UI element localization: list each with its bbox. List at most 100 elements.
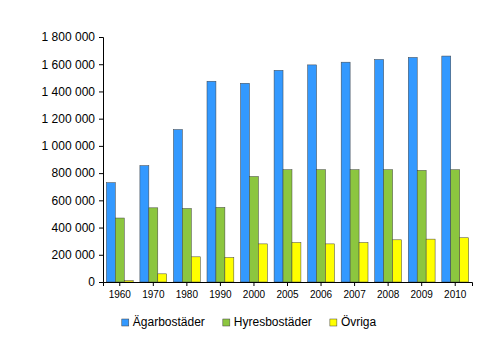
bar <box>207 81 216 282</box>
tick-mark <box>99 282 103 283</box>
tick: 1960 <box>109 282 132 300</box>
bar <box>182 209 191 283</box>
legend-swatch <box>330 319 337 326</box>
bar <box>375 59 384 282</box>
tick: 2000 <box>243 282 266 300</box>
bar <box>249 177 258 282</box>
bar <box>408 57 417 282</box>
tick: 1970 <box>142 282 165 300</box>
tick-label: 1 800 000 <box>42 30 96 44</box>
bar <box>124 281 133 282</box>
bar <box>384 170 393 282</box>
tick-mark <box>321 282 322 286</box>
tick-label: 1 400 000 <box>42 85 96 99</box>
tick: 600 000 <box>52 194 103 208</box>
tick-mark <box>287 282 288 286</box>
legend-swatch <box>223 319 230 326</box>
bar <box>393 240 402 282</box>
bar <box>426 239 435 282</box>
bar <box>106 183 115 282</box>
tick-mark <box>354 282 355 286</box>
bar <box>283 170 292 282</box>
legend-swatch <box>122 319 129 326</box>
tick-mark <box>119 282 120 286</box>
bar <box>341 62 350 282</box>
bar <box>158 274 167 282</box>
tick-mark <box>388 282 389 286</box>
bar <box>317 170 326 282</box>
tick-mark <box>99 146 103 147</box>
tick-label: 1 200 000 <box>42 112 96 126</box>
tick-label: 0 <box>88 275 95 289</box>
tick: 2006 <box>310 282 333 300</box>
tick-label: 1 600 000 <box>42 58 96 72</box>
bar <box>241 83 250 282</box>
tick-mark <box>99 91 103 92</box>
tick-label: 400 000 <box>52 221 96 235</box>
tick: 1 400 000 <box>42 85 103 99</box>
bar <box>442 56 451 282</box>
chart: 0 200 000 400 000 600 000 800 000 1 000 000 1 … <box>0 0 478 341</box>
tick-label: 800 000 <box>52 166 96 180</box>
tick-mark <box>455 282 456 286</box>
tick-mark <box>253 282 254 286</box>
tick: 800 000 <box>52 166 103 180</box>
tick-label: 2006 <box>310 289 333 300</box>
tick-mark <box>99 200 103 201</box>
tick: 400 000 <box>52 221 103 235</box>
tick: 1 200 000 <box>42 112 103 126</box>
tick-label: 1960 <box>109 289 132 300</box>
tick-mark <box>99 119 103 120</box>
tick-label: 2008 <box>377 289 400 300</box>
bar <box>326 244 335 282</box>
tick-mark <box>421 282 422 286</box>
bar <box>292 243 301 282</box>
tick-label: 1990 <box>209 289 232 300</box>
tick-label: 200 000 <box>52 248 96 262</box>
tick: 2005 <box>276 282 299 300</box>
tick-label: 1 000 000 <box>42 139 96 153</box>
bar <box>417 170 426 282</box>
tick-label: 2005 <box>276 289 299 300</box>
tick: 200 000 <box>52 248 103 262</box>
bar <box>191 257 200 282</box>
legend: Ägarbostäder Hyresbostäder Övriga <box>122 315 377 329</box>
tick-mark <box>99 255 103 256</box>
tick-label: 2007 <box>343 289 366 300</box>
legend-item: Ägarbostäder <box>122 315 205 329</box>
tick: 1 600 000 <box>42 58 103 72</box>
tick: 2008 <box>377 282 400 300</box>
y-axis: 0 200 000 400 000 600 000 800 000 1 000 000 1 … <box>42 30 104 289</box>
tick: 0 <box>88 275 103 289</box>
tick-label: 600 000 <box>52 194 96 208</box>
legend-label: Hyresbostäder <box>234 315 312 329</box>
tick-label: 2000 <box>243 289 266 300</box>
tick-mark <box>99 64 103 65</box>
bar <box>451 170 460 282</box>
bar <box>460 238 469 282</box>
bar <box>308 65 317 282</box>
x-axis: 1960 1970 1980 1990 2000 2005 2006 2007 2008 2009… <box>104 282 473 300</box>
tick: 1 000 000 <box>42 139 103 153</box>
tick-mark <box>99 173 103 174</box>
tick-mark <box>153 282 154 286</box>
bar <box>225 258 234 283</box>
tick-mark <box>99 228 103 229</box>
tick: 2009 <box>411 282 434 300</box>
tick: 1980 <box>176 282 199 300</box>
legend-item: Övriga <box>330 315 377 329</box>
bar <box>274 70 283 282</box>
tick-mark <box>186 282 187 286</box>
bar <box>115 218 124 282</box>
bar <box>258 244 267 282</box>
bar <box>216 207 225 282</box>
tick-mark <box>99 37 103 38</box>
bars <box>106 56 468 282</box>
legend-label: Ägarbostäder <box>133 315 205 329</box>
bar <box>359 243 368 282</box>
legend-item: Hyresbostäder <box>223 315 312 329</box>
tick-label: 1970 <box>142 289 165 300</box>
legend-label: Övriga <box>341 315 377 329</box>
bar <box>149 208 158 282</box>
axis-line <box>99 38 104 283</box>
